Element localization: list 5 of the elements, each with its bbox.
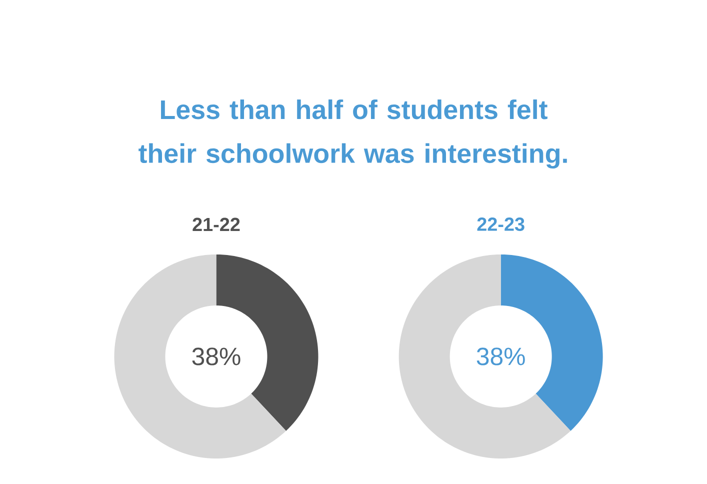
chart-title: 21-22 — [192, 218, 240, 231]
data-label: 38% — [476, 348, 525, 366]
text: Less than half of students felt their schoolwork was interesting. — [138, 99, 567, 169]
chart-title: 22-23 — [477, 218, 524, 231]
data-label: 38% — [192, 348, 240, 366]
